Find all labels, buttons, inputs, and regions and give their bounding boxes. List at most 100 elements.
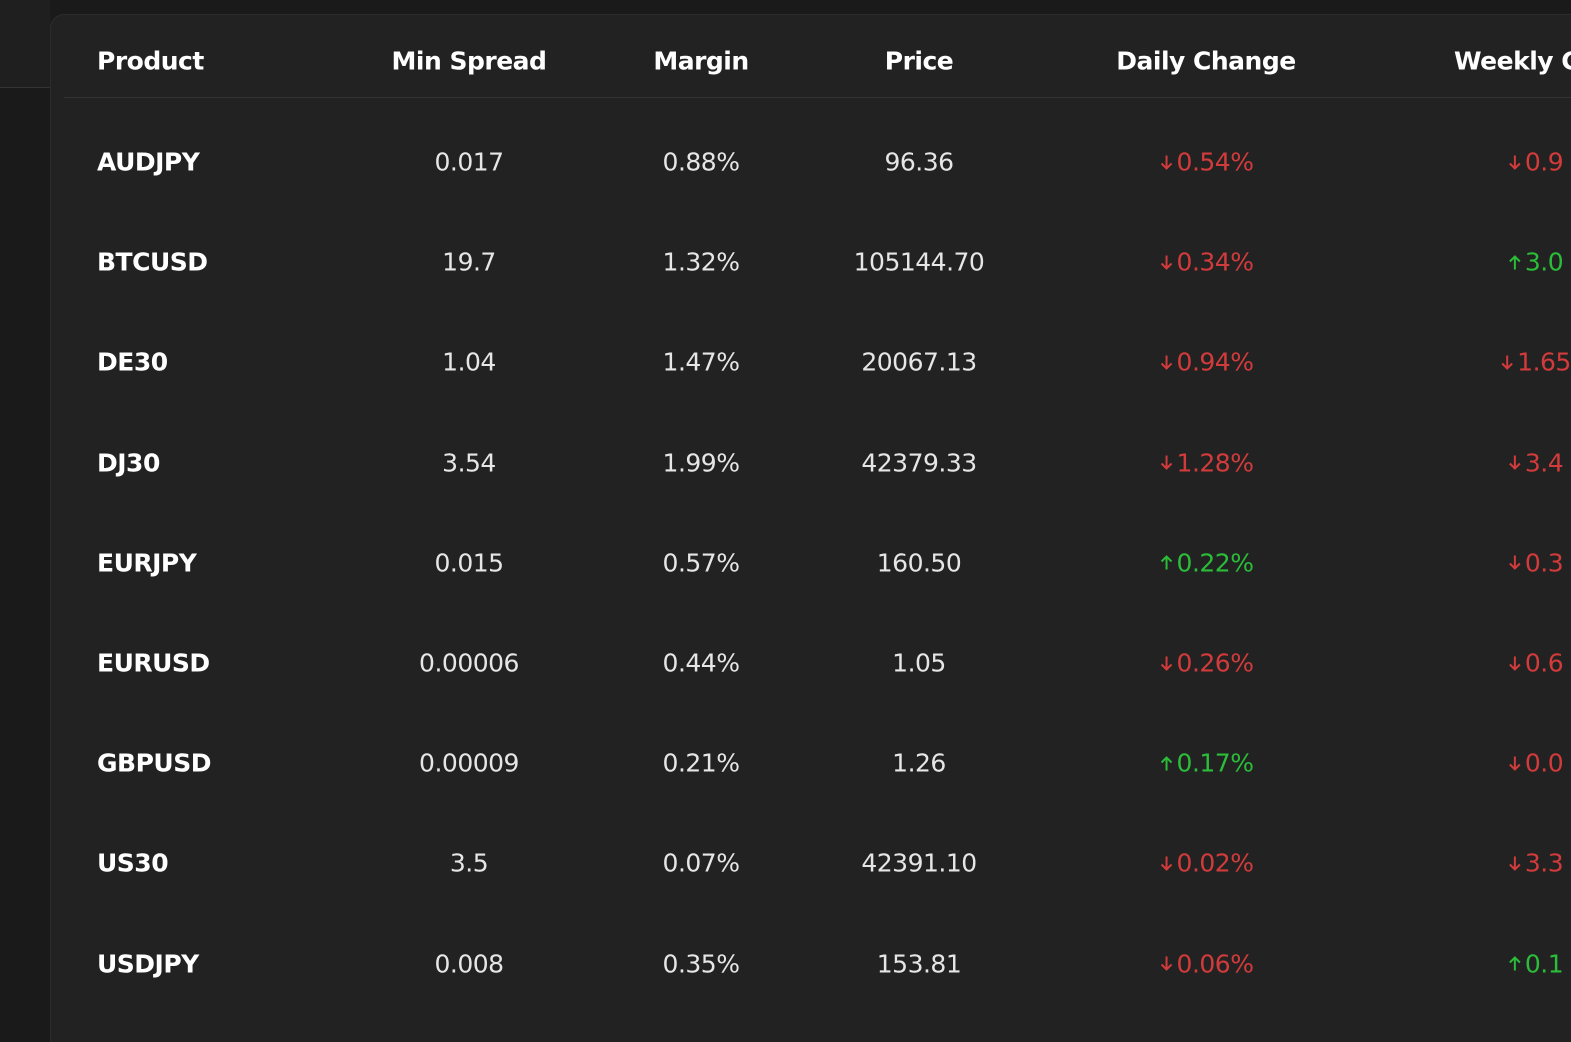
cell-value: 0.008 (434, 949, 504, 979)
change-value: 0.22% (1159, 548, 1254, 577)
change-value: 0.02% (1159, 849, 1254, 878)
cell-value: 0.015 (434, 548, 504, 578)
arrow-down (1160, 656, 1173, 671)
arrow-down (1509, 455, 1521, 471)
cell-value: 0.00009 (419, 748, 519, 778)
change-text: 3.0 (1524, 247, 1564, 277)
product-name: US30 (97, 848, 169, 878)
arrow-up (1160, 755, 1173, 771)
cell-value: 0.88% (662, 147, 740, 177)
product-name: AUDJPY (97, 147, 200, 177)
arrow-down (1509, 656, 1521, 671)
top-strip (0, 0, 50, 88)
column-header[interactable]: Daily Change (1116, 46, 1296, 76)
change-value: 1.28% (1159, 448, 1254, 477)
cell-value: 105144.70 (853, 247, 985, 277)
change-value: 0.6 (1507, 648, 1564, 678)
cell-value: 1.32% (662, 247, 740, 277)
arrow-down (1509, 555, 1521, 571)
change-text: 0.3 (1524, 548, 1564, 578)
cell-value: 96.36 (884, 147, 954, 177)
change-value: 3.4 (1507, 448, 1564, 478)
cell-value: 20067.13 (861, 347, 977, 377)
cell-value: 153.81 (876, 949, 962, 979)
product-name: BTCUSD (97, 247, 208, 277)
product-name: GBPUSD (97, 748, 211, 778)
change-value: 0.34% (1159, 248, 1254, 277)
cell-value: 0.00006 (419, 648, 519, 678)
change-value: 0.1 (1507, 949, 1564, 979)
change-text: 3.3 (1524, 848, 1564, 878)
column-header[interactable]: Price (884, 46, 954, 76)
product-name: EURUSD (97, 648, 210, 678)
change-text: 0.34% (1176, 247, 1254, 277)
cell-value: 0.07% (662, 848, 740, 878)
change-text: 0.0 (1524, 748, 1564, 778)
cell-value: 1.47% (662, 347, 740, 377)
cell-value: 0.44% (662, 648, 740, 678)
arrow-up (1509, 956, 1521, 971)
change-text: 0.26% (1176, 648, 1254, 678)
cell-value: 1.05 (892, 648, 946, 678)
change-value: 0.17% (1159, 749, 1254, 778)
change-text: 1.28% (1176, 448, 1254, 478)
change-value: 0.54% (1159, 148, 1254, 177)
arrow-down (1509, 756, 1521, 771)
cell-value: 1.26 (892, 748, 946, 778)
product-name: EURJPY (97, 548, 197, 578)
change-value: 0.94% (1159, 348, 1254, 377)
arrow-up (1509, 254, 1521, 270)
change-text: 3.4 (1524, 448, 1564, 478)
change-text: 0.02% (1176, 848, 1254, 878)
product-name: DE30 (97, 347, 168, 377)
arrow-down (1160, 255, 1173, 270)
arrow-down (1509, 856, 1521, 871)
column-header[interactable]: Weekly C (1454, 46, 1571, 76)
change-value: 0.3 (1507, 548, 1564, 578)
change-text: 0.54% (1176, 147, 1254, 177)
cell-value: 19.7 (442, 247, 496, 277)
arrow-up (1160, 555, 1173, 570)
change-text: 0.6 (1524, 648, 1564, 678)
cell-value: 42391.10 (861, 848, 977, 878)
change-value: 1.65 (1499, 348, 1571, 377)
cell-value: 0.57% (662, 548, 740, 578)
change-value: 0.26% (1159, 649, 1254, 678)
change-value: 0.06% (1159, 949, 1254, 978)
arrow-down (1160, 455, 1173, 471)
header-divider (64, 97, 1571, 98)
change-text: 0.17% (1176, 748, 1254, 778)
cell-value: 3.54 (442, 448, 496, 478)
cell-value: 160.50 (876, 548, 962, 578)
product-name: DJ30 (97, 448, 160, 478)
arrow-down (1509, 155, 1521, 170)
table-panel (50, 14, 1571, 1042)
cell-value: 0.21% (662, 748, 740, 778)
change-text: 0.94% (1176, 347, 1254, 377)
column-header[interactable]: Min Spread (391, 46, 547, 76)
change-text: 0.22% (1176, 548, 1254, 578)
change-value: 0.0 (1507, 748, 1564, 778)
arrow-down (1160, 956, 1173, 972)
change-value: 3.0 (1507, 247, 1564, 277)
arrow-down (1160, 155, 1173, 170)
arrow-down (1160, 355, 1173, 370)
cell-value: 1.04 (442, 347, 496, 377)
change-text: 0.9 (1524, 147, 1564, 177)
cell-value: 0.35% (662, 949, 740, 979)
change-text: 1.65 (1517, 347, 1571, 377)
arrow-down (1160, 856, 1173, 871)
cell-value: 3.5 (449, 848, 489, 878)
cell-value: 0.017 (434, 147, 504, 177)
product-name: USDJPY (97, 949, 199, 979)
change-value: 0.9 (1507, 147, 1564, 177)
column-header[interactable]: Margin (653, 46, 749, 76)
change-value: 3.3 (1507, 848, 1564, 878)
cell-value: 1.99% (662, 448, 740, 478)
cell-value: 42379.33 (861, 448, 977, 478)
change-text: 0.1 (1524, 949, 1564, 979)
arrow-down (1501, 355, 1513, 370)
column-header[interactable]: Product (97, 46, 204, 76)
change-text: 0.06% (1176, 949, 1254, 979)
